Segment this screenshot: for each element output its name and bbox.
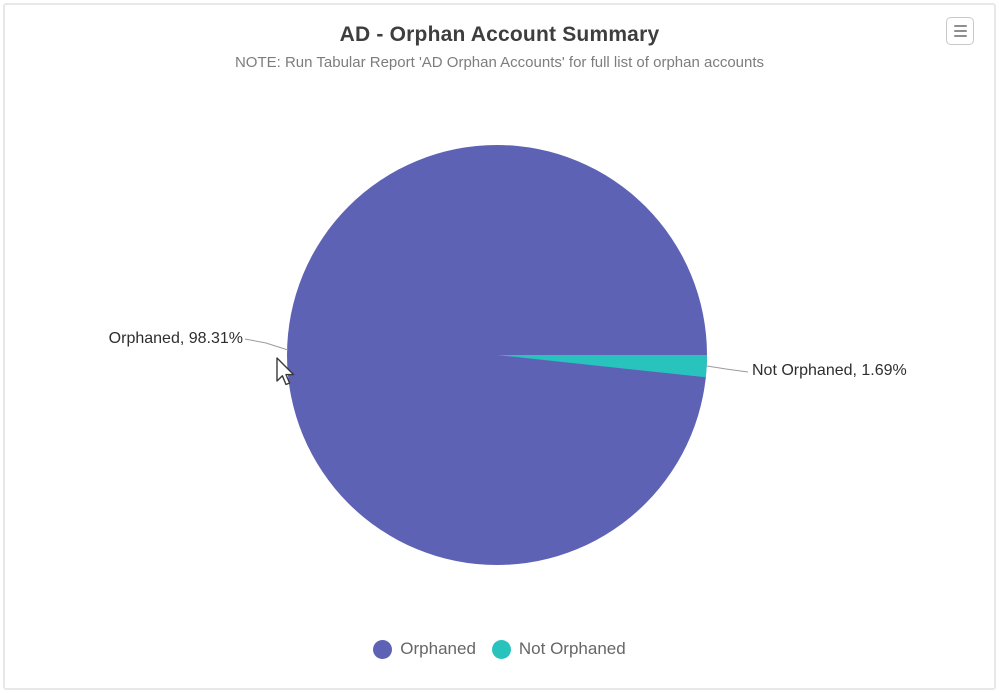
data-label-orphaned: Orphaned, 98.31% [108,330,243,347]
data-label-not-orphaned: Not Orphaned, 1.69% [752,362,907,379]
chart-legend: Orphaned Not Orphaned [0,637,999,661]
export-menu-button[interactable] [946,17,974,45]
legend-item-not-orphaned[interactable]: Not Orphaned [491,639,626,659]
chart-subtitle: NOTE: Run Tabular Report 'AD Orphan Acco… [234,54,765,71]
legend-item-orphaned[interactable]: Orphaned [373,639,476,659]
chart-title: AD - Orphan Account Summary [339,23,660,46]
legend-marker-not-orphaned-icon [491,639,511,659]
label-connector-not-orphaned [706,365,749,373]
legend-label-orphaned: Orphaned [400,639,476,658]
legend-label-not-orphaned: Not Orphaned [518,639,626,658]
legend-marker-orphaned-icon [373,639,393,659]
label-connector-orphaned [244,338,289,351]
pie-slice-not-orphaned[interactable] [497,355,707,378]
